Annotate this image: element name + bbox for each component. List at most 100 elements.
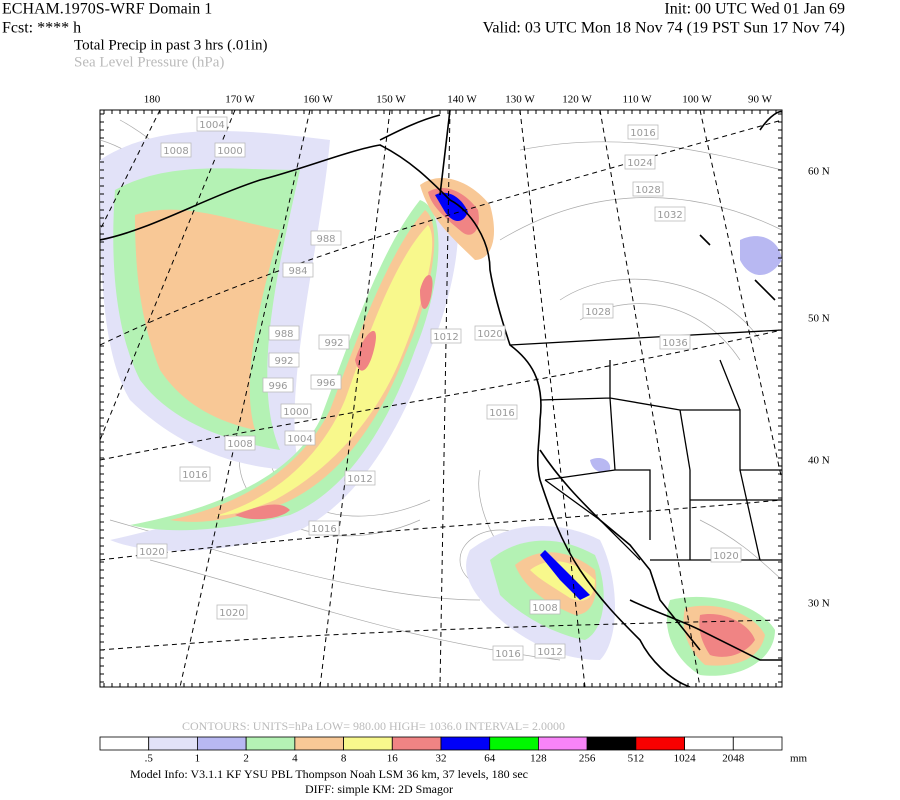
colorbar-label: 128 — [530, 753, 547, 765]
contour-label: 1032 — [657, 210, 682, 221]
contour-label-box — [310, 230, 342, 246]
contour-label: 1016 — [495, 649, 520, 660]
contour-label: 1016 — [630, 128, 655, 139]
contour-label-box — [268, 352, 300, 368]
contour-label-box — [136, 543, 168, 559]
longitude-label: 170 W — [225, 94, 255, 106]
graticule — [100, 110, 782, 687]
model-info: Model Info: V3.1.1 KF YSU PBL Thompson N… — [130, 767, 528, 781]
contour-label-box — [160, 142, 192, 158]
contour-label-box — [280, 403, 312, 419]
latitude-label: 60 N — [808, 166, 830, 178]
contour-label: 996 — [316, 378, 335, 389]
contour-label-box — [710, 547, 742, 563]
colorbar-label: 4 — [292, 753, 298, 765]
contour-label: 1020 — [139, 547, 164, 558]
field-name: Total Precip in past 3 hrs (.01in) — [74, 37, 268, 53]
init-time: Init: 00 UTC Wed 01 Jan 69 — [664, 1, 845, 18]
colorbar-label: 2048 — [722, 753, 745, 765]
colorbar-swatch — [343, 736, 393, 751]
contour-label: 1012 — [433, 332, 458, 343]
contour-label-box — [474, 325, 506, 341]
contour-label-box — [310, 374, 342, 390]
contour-label: 1008 — [227, 439, 252, 450]
contour-label-box — [654, 206, 686, 222]
contour-label-box — [268, 325, 300, 341]
latitude-label: 30 N — [808, 598, 830, 610]
colorbar-label: 256 — [579, 753, 596, 765]
colorbar-swatch — [197, 736, 247, 751]
contour-label-box — [344, 470, 376, 486]
contour-label-box — [179, 466, 211, 482]
contour-label-box — [308, 520, 340, 536]
contour-label: 1024 — [627, 158, 652, 169]
forecast-hour: Fcst: **** h — [2, 20, 81, 37]
colorbar-label: 8 — [341, 753, 347, 765]
colorbar-swatch — [294, 736, 344, 751]
colorbar-swatch — [440, 736, 491, 751]
longitude-label: 130 W — [505, 94, 535, 106]
colorbar-swatch — [391, 736, 442, 751]
contour-label: 1004 — [199, 120, 224, 131]
longitude-label: 180 — [144, 94, 161, 106]
contour-label: 1000 — [283, 407, 308, 418]
contour-label: 988 — [274, 329, 293, 340]
colorbar-label: 1024 — [674, 753, 697, 765]
contour-label-box — [632, 181, 664, 197]
contour-label-box — [486, 404, 518, 420]
contour-label-box — [216, 604, 248, 620]
contour-label: 1004 — [287, 434, 312, 445]
colorbar-swatch — [99, 736, 150, 751]
colorbar-label: .5 — [145, 753, 154, 765]
contour-label: 996 — [268, 381, 287, 392]
contour-label-box — [284, 430, 316, 446]
colorbar-swatch — [635, 736, 685, 751]
longitude-label: 120 W — [562, 94, 592, 106]
contour-label-box — [214, 142, 246, 158]
diff-info: DIFF: simple KM: 2D Smagor — [305, 782, 453, 796]
longitude-label: 100 W — [682, 94, 712, 106]
contour-label: 1028 — [635, 185, 660, 196]
longitude-label: 150 W — [376, 94, 406, 106]
contour-label: 1008 — [532, 603, 557, 614]
contour-label-box — [430, 328, 462, 344]
colorbar-label: 2 — [243, 753, 249, 765]
latitude-label: 40 N — [808, 455, 830, 467]
contour-label-box — [659, 334, 691, 350]
contour-label: 1020 — [219, 608, 244, 619]
colorbar-swatch — [586, 736, 637, 751]
colorbar-label: 1 — [195, 753, 201, 765]
contour-label: 984 — [288, 266, 307, 277]
colorbar: .5 1 2 4 8 16 32 64 128 256 512 1024 2048 mm — [99, 736, 808, 765]
colorbar-label: 512 — [628, 753, 645, 765]
contour-label: 1012 — [347, 474, 372, 485]
contour-label: 992 — [324, 338, 343, 349]
contour-label: 992 — [274, 356, 293, 367]
contour-label-box — [529, 599, 561, 615]
contour-label-box — [534, 643, 566, 659]
contour-label-box — [624, 154, 656, 170]
contour-label: 988 — [316, 234, 335, 245]
colorbar-label: 16 — [387, 753, 399, 765]
colorbar-swatch — [732, 736, 783, 751]
contour-label-box — [196, 116, 228, 132]
colorbar-swatch — [489, 736, 539, 751]
colorbar-swatch — [538, 736, 588, 751]
contour-label: 1020 — [713, 551, 738, 562]
colorbar-swatch — [245, 736, 296, 751]
title: ECHAM.1970S-WRF Domain 1 — [2, 1, 212, 18]
contour-label: 1020 — [477, 329, 502, 340]
contour-label: 1036 — [662, 338, 687, 349]
colorbar-label: 64 — [484, 753, 496, 765]
colorbar-swatch — [148, 736, 198, 751]
contour-label: 1000 — [217, 146, 242, 157]
contour-label: 1008 — [163, 146, 188, 157]
colorbar-label: 32 — [436, 753, 447, 765]
latitude-label: 50 N — [808, 313, 830, 325]
contour-label: 1016 — [489, 408, 514, 419]
contour-label-box — [282, 262, 314, 278]
contour-label-box — [224, 435, 256, 451]
precip-field — [100, 131, 782, 676]
